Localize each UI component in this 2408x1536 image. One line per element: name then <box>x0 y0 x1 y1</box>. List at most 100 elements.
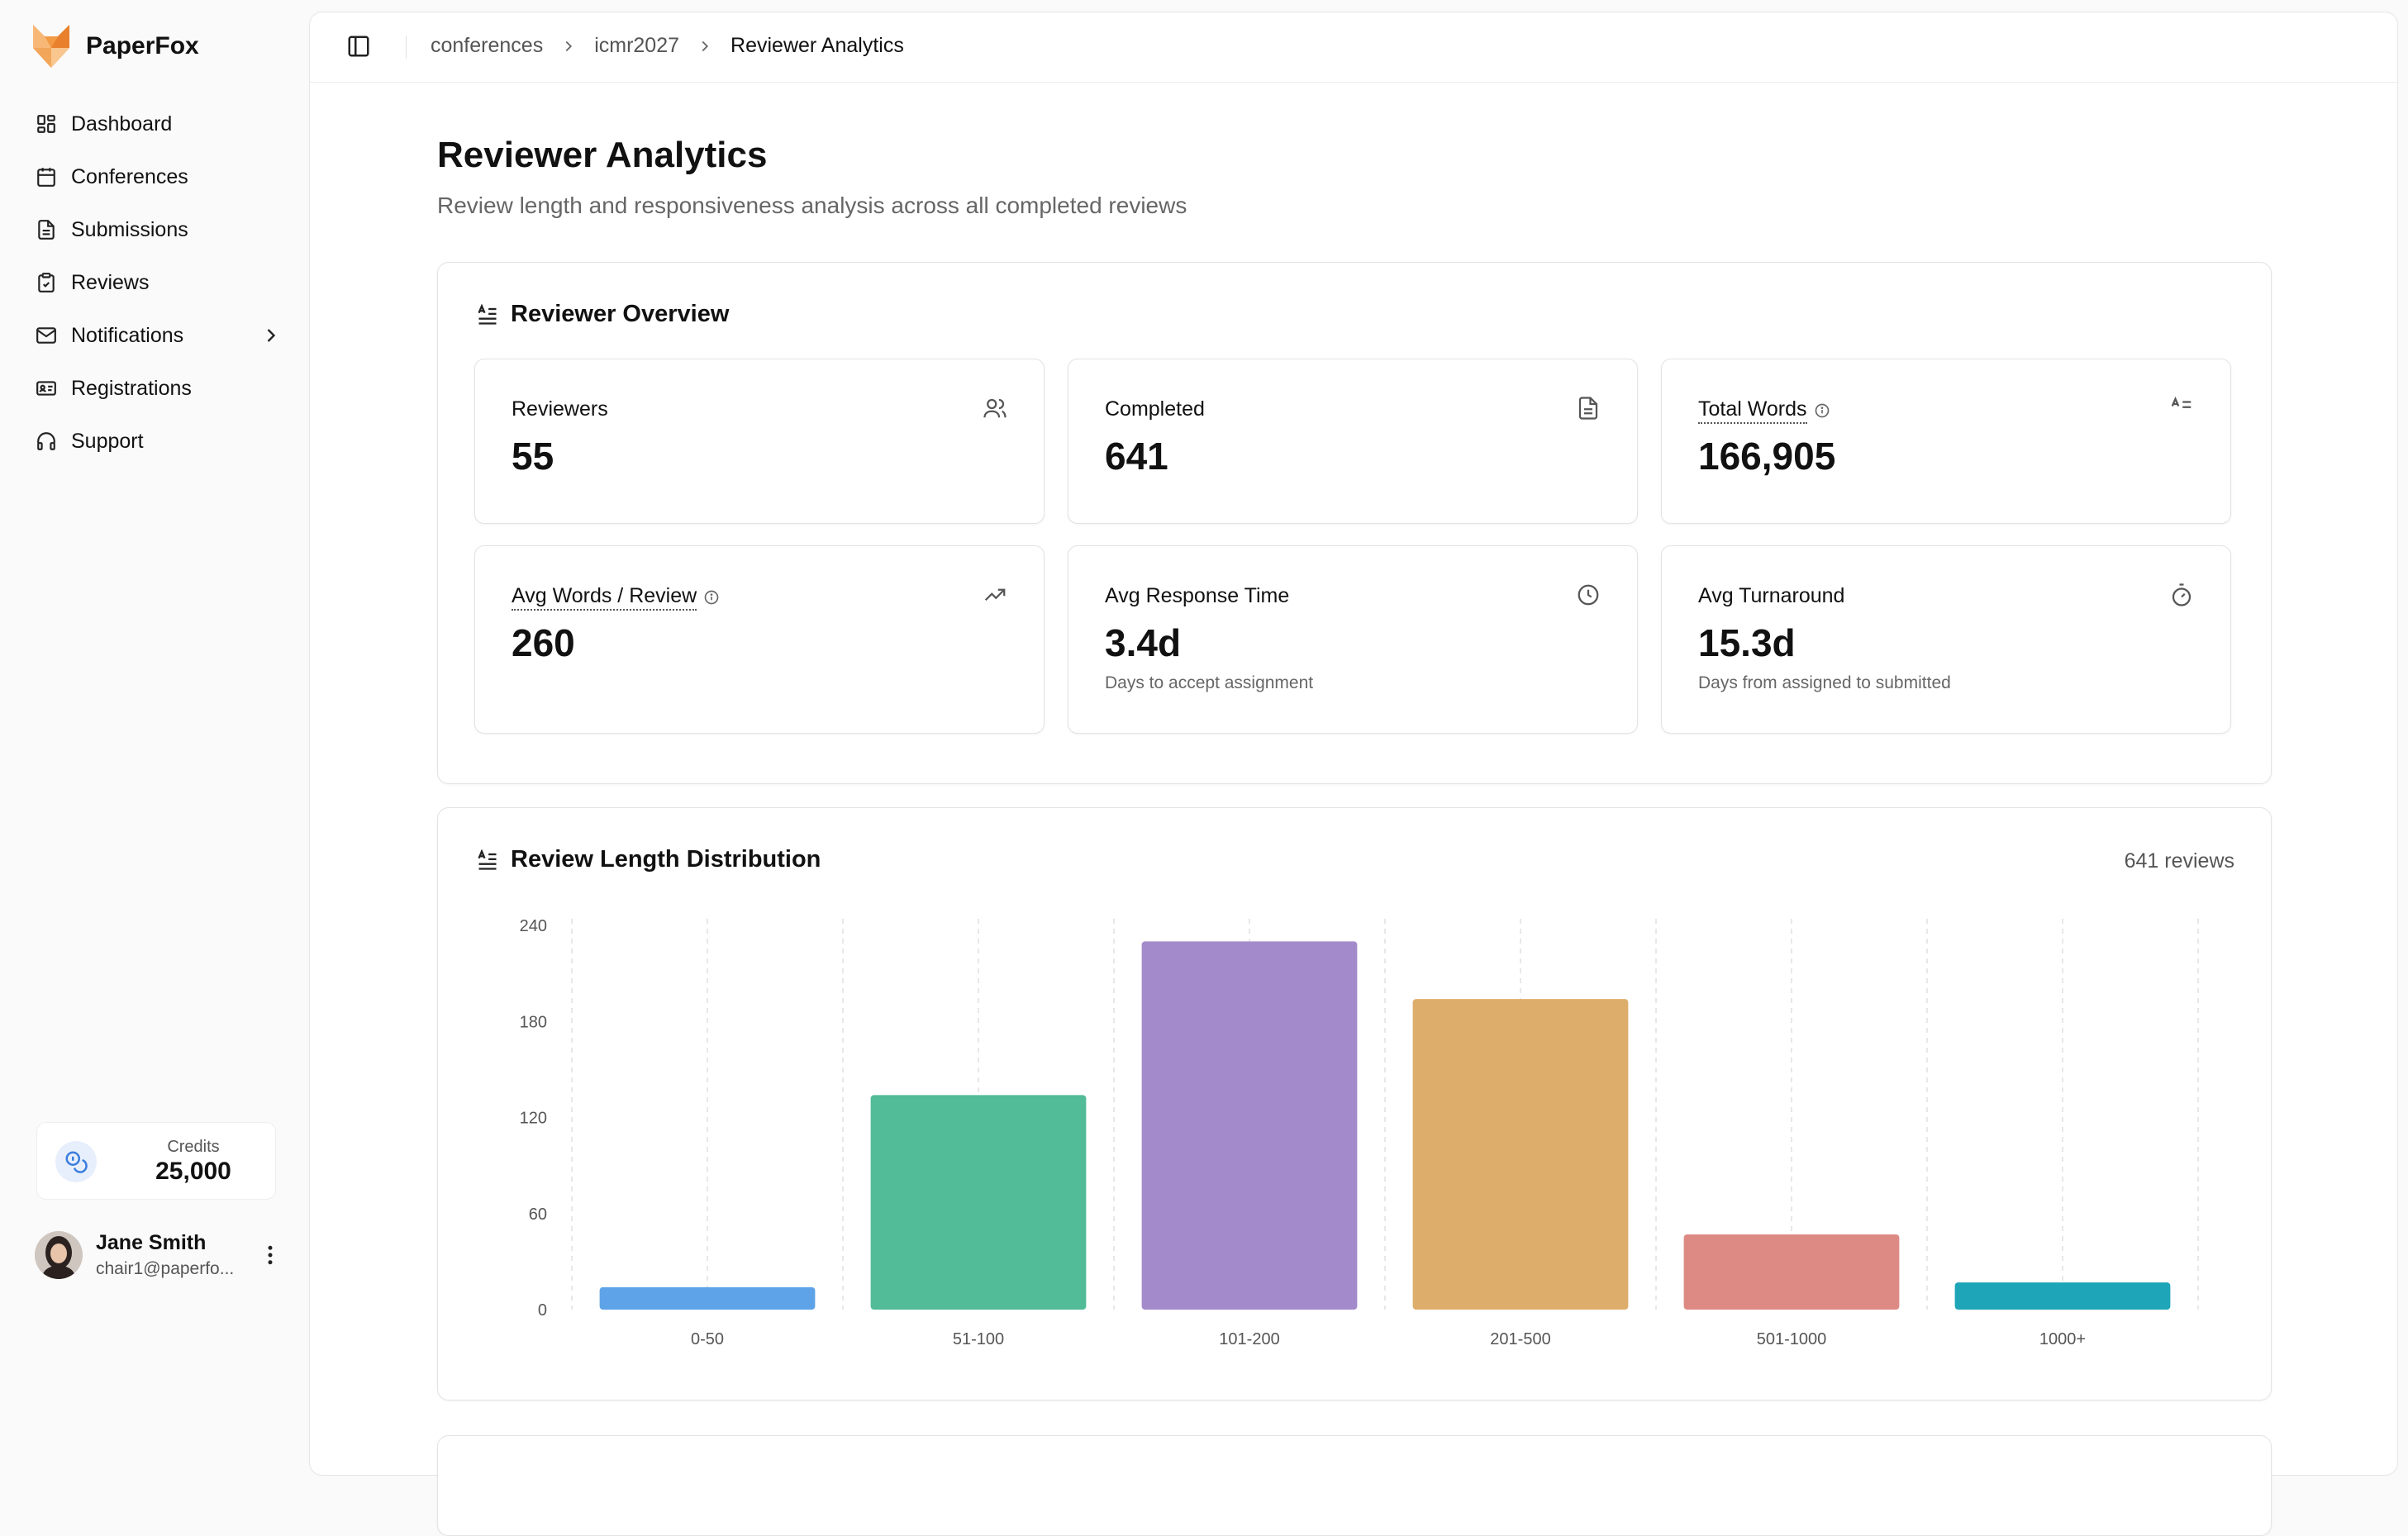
sidebar-item-label: Registrations <box>71 376 192 400</box>
x-tick-label: 101-200 <box>1219 1330 1279 1348</box>
brand[interactable]: PaperFox <box>30 23 199 69</box>
clock-icon <box>1578 584 1599 606</box>
page-title: Reviewer Analytics <box>437 135 768 175</box>
credits-label: Credits <box>167 1138 220 1156</box>
fox-logo-icon <box>33 25 69 68</box>
users-icon <box>983 398 1007 418</box>
file-icon <box>35 218 58 241</box>
chevron-right-icon <box>565 40 573 51</box>
next-section-card <box>437 1435 2272 1536</box>
stat-value: 641 <box>1105 435 1168 478</box>
stat-note: Days to accept assignment <box>1105 673 1314 692</box>
y-tick-label: 60 <box>529 1205 547 1224</box>
review-length-bar-chart: 0 60 120 180 240 0-50 51-100 101-200 201-500 501-… <box>520 917 2199 1348</box>
reviewer-overview-card: Reviewer Overview Reviewers 55 Completed… <box>437 262 2272 784</box>
sidebar-item-label: Submissions <box>71 217 188 241</box>
y-tick-label: 0 <box>538 1301 547 1320</box>
more-vertical-icon[interactable] <box>258 1241 283 1269</box>
stat-completed: Completed 641 <box>1068 359 1638 524</box>
stat-avg-response: Avg Response Time 3.4d Days to accept as… <box>1068 545 1638 734</box>
stat-value: 3.4d <box>1105 621 1182 664</box>
sidebar-item-label: Support <box>71 429 144 453</box>
section-title: Review Length Distribution <box>511 846 821 873</box>
review-length-distribution-card: Review Length Distribution 641 reviews 0… <box>437 807 2272 1400</box>
sidebar-nav: Dashboard Conferences Submissions Review… <box>35 97 283 468</box>
user-name: Jane Smith <box>96 1231 207 1254</box>
document-icon <box>1578 397 1598 420</box>
y-tick-label: 120 <box>520 1110 547 1128</box>
x-tick-label: 51-100 <box>953 1330 1004 1348</box>
stat-label: Completed <box>1105 397 1205 421</box>
info-icon[interactable] <box>703 589 720 606</box>
sidebar-item-label: Dashboard <box>71 112 173 136</box>
x-tick-label: 0-50 <box>691 1330 724 1348</box>
sidebar-item-registrations[interactable]: Registrations <box>35 362 283 415</box>
reviewer-overview-header: Reviewer Overview <box>476 301 729 328</box>
stat-avg-words: Avg Words / Review 260 <box>474 545 1045 734</box>
sidebar-item-reviews[interactable]: Reviews <box>35 256 283 309</box>
topbar: conferences icmr2027 Reviewer Analytics <box>310 12 2397 83</box>
stat-label[interactable]: Avg Words / Review <box>512 584 720 611</box>
x-tick-label: 1000+ <box>2039 1330 2086 1348</box>
stat-label: Reviewers <box>512 397 608 421</box>
x-tick-label: 501-1000 <box>1757 1330 1827 1348</box>
breadcrumb: conferences icmr2027 Reviewer Analytics <box>431 34 904 58</box>
credits-widget[interactable]: Credits 25,000 <box>36 1122 276 1200</box>
breadcrumb-conference[interactable]: icmr2027 <box>594 34 680 57</box>
stat-label: Avg Turnaround <box>1698 584 1845 607</box>
sidebar-item-notifications[interactable]: Notifications <box>35 309 283 362</box>
x-tick-label: 201-500 <box>1490 1330 1550 1348</box>
stat-reviewers: Reviewers 55 <box>474 359 1045 524</box>
calendar-icon <box>35 165 58 188</box>
stat-total-words: Total Words 166,905 <box>1661 359 2231 524</box>
coins-icon <box>55 1141 97 1182</box>
sidebar-item-dashboard[interactable]: Dashboard <box>35 97 283 150</box>
brand-name: PaperFox <box>86 32 199 59</box>
stopwatch-icon <box>2172 583 2191 606</box>
stat-note: Days from assigned to submitted <box>1698 673 1951 692</box>
bar-1000+ <box>1954 1282 2171 1310</box>
user-profile[interactable]: Jane Smith chair1@paperfo... <box>35 1229 283 1282</box>
sidebar-toggle-icon[interactable] <box>346 34 371 59</box>
credits-value: 25,000 <box>155 1158 231 1185</box>
bar-0-50 <box>599 1286 816 1310</box>
info-icon[interactable] <box>1814 402 1830 419</box>
bar-501-1000 <box>1683 1234 1900 1310</box>
stat-value: 166,905 <box>1698 435 1836 478</box>
text-icon <box>2171 396 2191 408</box>
bar-201-500 <box>1412 999 1629 1310</box>
sidebar-item-label: Reviews <box>71 270 150 294</box>
stat-value: 15.3d <box>1698 621 1796 664</box>
breadcrumb-conferences[interactable]: conferences <box>431 34 544 57</box>
section-title: Reviewer Overview <box>511 301 730 327</box>
chevron-right-icon <box>702 40 709 51</box>
stat-value: 260 <box>512 621 575 664</box>
page-subtitle: Review length and responsiveness analysi… <box>437 193 1187 218</box>
bar-101-200 <box>1141 941 1358 1310</box>
sidebar-item-label: Notifications <box>71 323 184 347</box>
breadcrumb-current: Reviewer Analytics <box>730 34 904 57</box>
sidebar-item-support[interactable]: Support <box>35 415 283 468</box>
distribution-header: Review Length Distribution <box>476 846 821 873</box>
trending-up-icon <box>984 588 1006 602</box>
sidebar-item-conferences[interactable]: Conferences <box>35 150 283 203</box>
mail-icon <box>35 324 58 347</box>
sidebar-item-submissions[interactable]: Submissions <box>35 203 283 256</box>
sidebar: PaperFox Dashboard Conferences Submissio… <box>0 0 307 1462</box>
headset-icon <box>35 430 58 453</box>
topbar-divider <box>406 36 407 59</box>
review-count: 641 reviews <box>2124 849 2234 873</box>
stat-value: 55 <box>512 435 554 478</box>
stat-avg-turnaround: Avg Turnaround 15.3d Days from assigned … <box>1661 545 2231 734</box>
sidebar-item-label: Conferences <box>71 164 188 188</box>
stat-label: Avg Response Time <box>1105 584 1290 607</box>
text-icon <box>478 303 497 325</box>
chevron-right-icon[interactable] <box>259 324 283 347</box>
y-tick-label: 240 <box>520 917 547 935</box>
dashboard-icon <box>35 112 58 136</box>
user-email: chair1@paperfo... <box>96 1259 235 1278</box>
y-tick-label: 180 <box>520 1013 547 1031</box>
id-card-icon <box>35 377 58 400</box>
stat-label[interactable]: Total Words <box>1698 397 1830 424</box>
main-panel: conferences icmr2027 Reviewer Analytics … <box>309 12 2398 1536</box>
